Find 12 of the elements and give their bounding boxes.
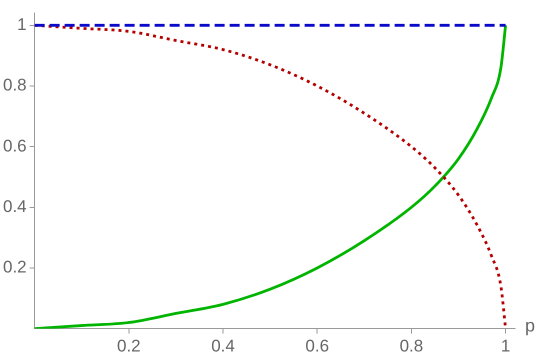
- y-tick-label: 0.2: [2, 258, 27, 277]
- line-series: [34, 24, 507, 329]
- x-tick-label: 0.8: [400, 336, 424, 356]
- y-tick-label: 0.6: [2, 136, 27, 156]
- y-tick-label: 0.8: [2, 76, 27, 95]
- x-tick-label: 0.6: [305, 336, 330, 356]
- x-tick-label: 1: [500, 336, 510, 356]
- x-tick-label: 0.2: [117, 336, 141, 356]
- x-axis-title: p: [525, 316, 536, 336]
- y-tick-label: 1: [17, 15, 27, 34]
- y-tick-label: 0.4: [2, 196, 27, 216]
- x-tick-label: 0.4: [211, 336, 235, 356]
